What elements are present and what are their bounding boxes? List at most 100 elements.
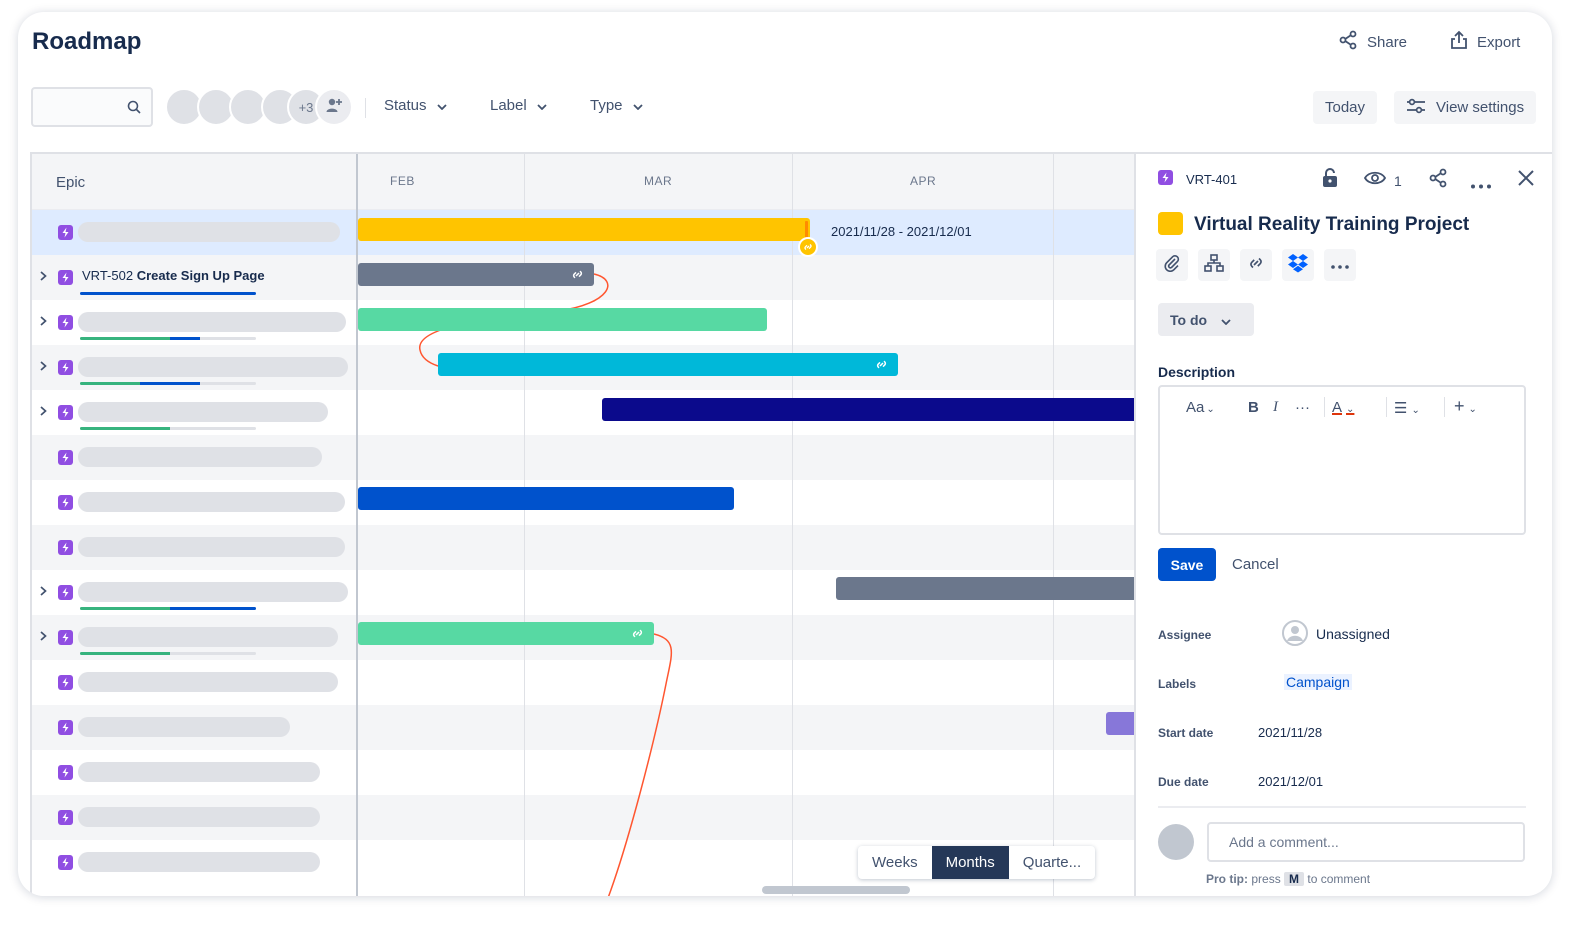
epic-icon [58,450,73,465]
type-filter[interactable]: Type [590,97,643,114]
epic-icon [58,855,73,870]
status-dropdown[interactable]: To do [1158,303,1254,336]
insert-button[interactable]: + ⌄ [1454,396,1477,417]
epic-bar[interactable] [836,577,1134,600]
lock-icon[interactable] [1322,168,1338,193]
status-filter-label: Status [384,97,427,114]
chevron-right-icon[interactable] [40,585,47,599]
epic-row[interactable] [32,435,356,480]
epic-row[interactable] [32,840,356,885]
epic-row[interactable] [32,210,356,255]
export-button[interactable]: Export [1450,30,1520,54]
horizontal-scrollbar[interactable] [762,886,910,894]
view-settings-button[interactable]: View settings [1394,91,1537,124]
zoom-months[interactable]: Months [931,846,1009,879]
close-icon[interactable] [1518,170,1534,191]
epic-row[interactable] [32,795,356,840]
assignee-value[interactable]: Unassigned [1316,626,1390,642]
epic-bar[interactable] [1106,712,1134,735]
text-color-button[interactable]: A ⌄ [1332,399,1354,416]
epic-bar[interactable] [358,487,734,510]
epic-row[interactable] [32,615,356,660]
label-tag[interactable]: Campaign [1284,674,1352,690]
timeline[interactable]: FEB MAR APR 2021/11/28 - 2021/12/01 [358,154,1134,896]
chevron-down-icon: ⌄ [1411,405,1420,416]
issue-detail-panel: VRT-401 1 Virtual Reality Training Proje… [1134,154,1552,896]
more-icon[interactable] [1470,176,1492,194]
zoom-quarters[interactable]: Quarte... [1022,854,1082,871]
epic-bar[interactable] [358,263,594,286]
attach-button[interactable] [1156,249,1188,281]
search-input[interactable] [31,87,153,127]
month-label: MAR [644,174,673,188]
bold-button[interactable]: B [1248,399,1259,416]
more-actions-button[interactable] [1324,249,1356,281]
epic-bar[interactable] [358,218,818,257]
description-editor[interactable]: Aa ⌄ B I ··· A ⌄ ☰ ⌄ + ⌄ [1158,385,1526,535]
epic-row[interactable] [32,390,356,435]
zoom-weeks[interactable]: Weeks [872,854,918,871]
link-handle-icon[interactable] [798,237,818,257]
link-icon [1247,254,1265,277]
chevron-right-icon[interactable] [40,270,47,284]
due-date-value[interactable]: 2021/12/01 [1258,774,1324,789]
start-date-label: Start date [1158,726,1214,740]
dropbox-button[interactable] [1282,249,1314,281]
chevron-right-icon[interactable] [40,405,47,419]
timeline-row [358,795,1134,840]
epic-row[interactable] [32,660,356,705]
chevron-right-icon[interactable] [40,360,47,374]
epic-title-placeholder [78,852,320,872]
add-people-button[interactable] [315,88,353,126]
epic-row[interactable] [32,705,356,750]
start-date-value[interactable]: 2021/11/28 [1258,725,1323,740]
epic-bar[interactable] [438,353,898,376]
epic-title-placeholder [78,357,348,377]
toolbar-divider [1324,397,1325,417]
status-filter[interactable]: Status [384,97,447,114]
chevron-right-icon[interactable] [40,315,47,329]
link-icon [631,627,644,645]
avatar[interactable] [197,88,235,126]
epic-row[interactable] [32,480,356,525]
watch-button[interactable]: 1 [1363,170,1402,191]
epic-row[interactable] [32,525,356,570]
link-issue-button[interactable] [1240,249,1272,281]
more-formatting-button[interactable]: ··· [1295,399,1310,416]
pro-tip-press: press [1251,872,1281,886]
italic-button[interactable]: I [1273,399,1278,415]
search-icon [127,100,141,119]
epic-bar[interactable] [602,398,1134,421]
epic-row[interactable] [32,345,356,390]
issue-key[interactable]: VRT-401 [1186,172,1238,187]
epic-bar[interactable] [358,622,654,645]
epic-title-placeholder [78,717,290,737]
comment-input[interactable]: Add a comment... [1207,822,1525,862]
chevron-right-icon[interactable] [40,630,47,644]
chevron-down-icon: ⌄ [1346,404,1355,415]
epic-bar[interactable] [358,308,767,331]
epic-title-placeholder [78,762,320,782]
epic-row[interactable]: VRT-502 Create Sign Up Page [32,255,356,300]
issue-title[interactable]: Virtual Reality Training Project [1194,214,1470,235]
progress-bar [80,607,256,610]
plus-icon: + [1454,396,1465,416]
epic-color-swatch[interactable] [1158,212,1183,235]
today-button[interactable]: Today [1313,91,1378,124]
epic-row[interactable] [32,750,356,795]
save-button[interactable]: Save [1158,548,1216,581]
list-button[interactable]: ☰ ⌄ [1394,399,1420,417]
child-issues-button[interactable] [1198,249,1230,281]
link-icon [875,358,888,376]
share-button[interactable]: Share [1338,30,1407,54]
resize-handle[interactable] [805,221,808,238]
avatar[interactable] [165,88,203,126]
chevron-down-icon [537,97,547,114]
epic-title[interactable]: VRT-502 Create Sign Up Page [82,268,265,283]
label-filter[interactable]: Label [490,97,547,114]
text-style-dropdown[interactable]: Aa ⌄ [1186,399,1215,416]
epic-row[interactable] [32,570,356,615]
epic-row[interactable] [32,300,356,345]
cancel-button[interactable]: Cancel [1232,556,1279,573]
share-icon[interactable] [1428,168,1448,193]
